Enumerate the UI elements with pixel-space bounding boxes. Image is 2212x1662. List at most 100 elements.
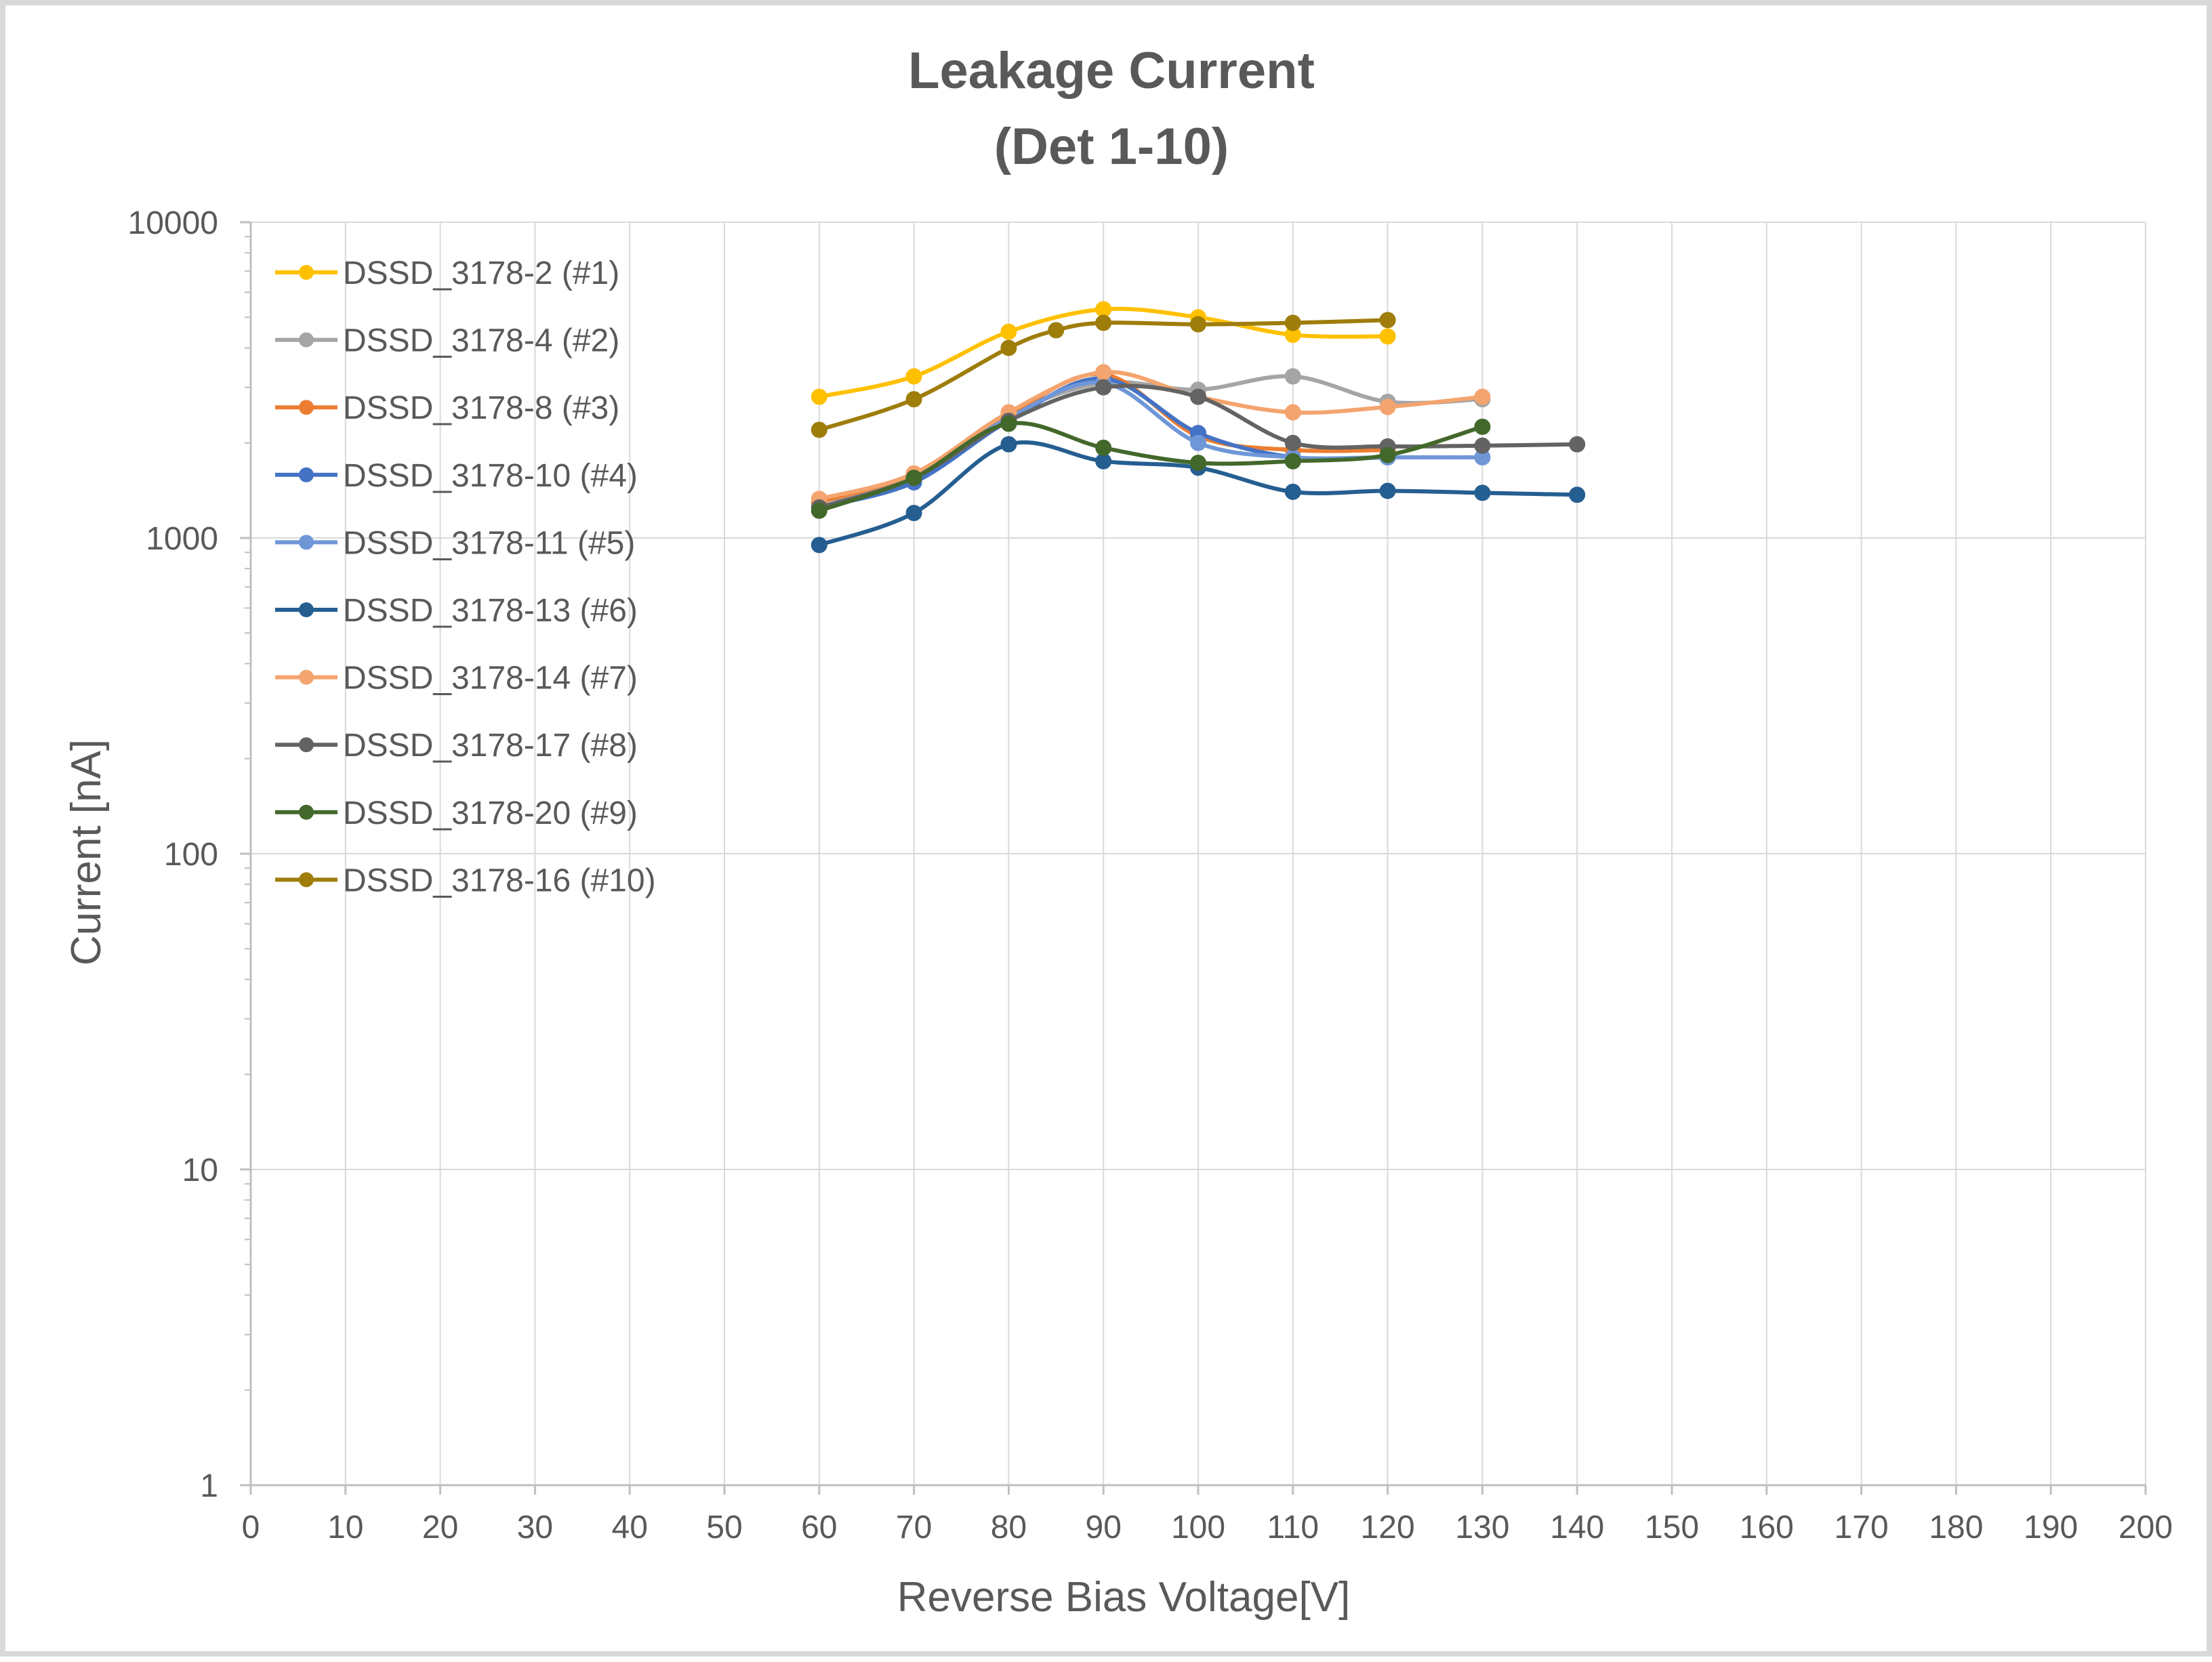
legend-label: DSSD_3178-10 (#4) [343, 458, 638, 494]
data-point [905, 470, 922, 486]
legend-marker [299, 804, 314, 820]
x-tick-label: 160 [1740, 1510, 1794, 1545]
series-layer [811, 301, 1586, 554]
data-point [1284, 434, 1301, 451]
y-tick-label: 1 [200, 1468, 218, 1504]
legend-marker [299, 602, 314, 617]
data-point [811, 421, 827, 438]
data-point [1379, 398, 1396, 415]
data-point [1000, 323, 1017, 340]
legend-item: DSSD_3178-13 (#6) [275, 593, 638, 629]
data-point [1379, 312, 1396, 329]
data-point [1048, 322, 1065, 339]
data-point [905, 391, 922, 408]
x-tick-label: 30 [517, 1510, 553, 1545]
x-tick-label: 50 [706, 1510, 742, 1545]
axes [240, 221, 2147, 1495]
chart-subtitle: (Det 1-10) [994, 118, 1229, 175]
series-line [818, 421, 1483, 513]
legend-marker [299, 872, 314, 888]
legend-item: DSSD_3178-8 (#3) [275, 390, 619, 426]
legend-label: DSSD_3178-8 (#3) [343, 390, 619, 426]
data-point [1000, 436, 1017, 453]
data-point [1569, 436, 1586, 453]
data-point [1000, 415, 1017, 432]
data-point [1190, 388, 1206, 405]
legend-label: DSSD_3178-14 (#7) [343, 661, 638, 697]
x-tick-label: 10 [327, 1510, 363, 1545]
x-tick-labels: 0 10 20 30 40 50 60 70 80 90 100 110 120 130 140 150 160… [242, 1510, 2173, 1545]
data-point [1474, 437, 1491, 454]
data-point [1379, 482, 1396, 499]
data-point [1379, 446, 1396, 463]
legend-marker [299, 737, 314, 753]
x-axis-title: Reverse Bias Voltage[V] [897, 1574, 1351, 1621]
legend-label: DSSD_3178-16 (#10) [343, 863, 656, 898]
data-point [1569, 486, 1586, 503]
data-point [811, 502, 827, 519]
chart: Leakage Current (Det 1-10) 0 10 20 30 40 50 60… [63, 42, 2173, 1621]
legend-marker [299, 467, 314, 482]
legend-label: DSSD_3178-4 (#2) [343, 323, 619, 359]
data-point [1284, 453, 1301, 470]
data-point [905, 368, 922, 385]
legend-item: DSSD_3178-4 (#2) [275, 323, 619, 359]
legend-item: DSSD_3178-16 (#10) [275, 863, 656, 898]
y-tick-labels: 1 10 100 1000 10000 [128, 205, 218, 1504]
data-point [1190, 316, 1206, 333]
y-tick-label: 10000 [128, 205, 218, 241]
data-point [1474, 388, 1491, 405]
chart-title: Leakage Current [908, 42, 1315, 100]
legend-marker [299, 535, 314, 550]
legend-label: DSSD_3178-11 (#5) [343, 525, 635, 561]
data-point [1095, 301, 1112, 318]
y-axis-title: Current [nA] [63, 739, 110, 965]
legend-label: DSSD_3178-17 (#8) [343, 728, 638, 764]
x-tick-label: 140 [1550, 1510, 1604, 1545]
x-tick-label: 190 [2024, 1510, 2078, 1545]
x-tick-label: 200 [2118, 1510, 2173, 1545]
x-tick-label: 80 [991, 1510, 1027, 1545]
legend-marker [299, 265, 314, 280]
data-point [1284, 314, 1301, 331]
legend: DSSD_3178-2 (#1) DSSD_3178-4 (#2) DSSD_317… [275, 255, 656, 898]
y-tick-label: 100 [164, 837, 218, 873]
series-10 [811, 312, 1396, 438]
data-point [1474, 484, 1491, 501]
legend-marker [299, 332, 314, 348]
data-point [1095, 364, 1112, 381]
data-point [905, 505, 922, 522]
x-tick-label: 70 [896, 1510, 932, 1545]
data-point [1095, 453, 1112, 470]
legend-item: DSSD_3178-17 (#8) [275, 728, 638, 764]
data-point [1095, 379, 1112, 396]
x-tick-label: 150 [1645, 1510, 1699, 1545]
x-tick-label: 120 [1361, 1510, 1415, 1545]
data-point [1095, 314, 1112, 331]
legend-item: DSSD_3178-20 (#9) [275, 795, 638, 831]
legend-marker [299, 669, 314, 685]
data-point [1379, 328, 1396, 345]
legend-marker [299, 400, 314, 415]
data-point [1284, 368, 1301, 385]
legend-label: DSSD_3178-13 (#6) [343, 593, 638, 629]
x-tick-label: 110 [1267, 1510, 1319, 1545]
x-tick-label: 60 [801, 1510, 837, 1545]
x-tick-label: 90 [1086, 1510, 1122, 1545]
data-point [1190, 455, 1206, 472]
data-point [1190, 434, 1206, 451]
x-tick-label: 130 [1455, 1510, 1509, 1545]
y-tick-label: 1000 [146, 521, 218, 557]
data-point [811, 388, 827, 405]
x-tick-label: 0 [242, 1510, 260, 1545]
series-9 [811, 415, 1491, 519]
x-tick-label: 40 [612, 1510, 648, 1545]
data-point [1000, 339, 1017, 356]
legend-label: DSSD_3178-20 (#9) [343, 795, 638, 831]
data-point [1474, 418, 1491, 435]
y-tick-label: 10 [182, 1152, 218, 1188]
data-point [1284, 404, 1301, 421]
legend-item: DSSD_3178-14 (#7) [275, 661, 638, 697]
x-tick-label: 20 [422, 1510, 458, 1545]
